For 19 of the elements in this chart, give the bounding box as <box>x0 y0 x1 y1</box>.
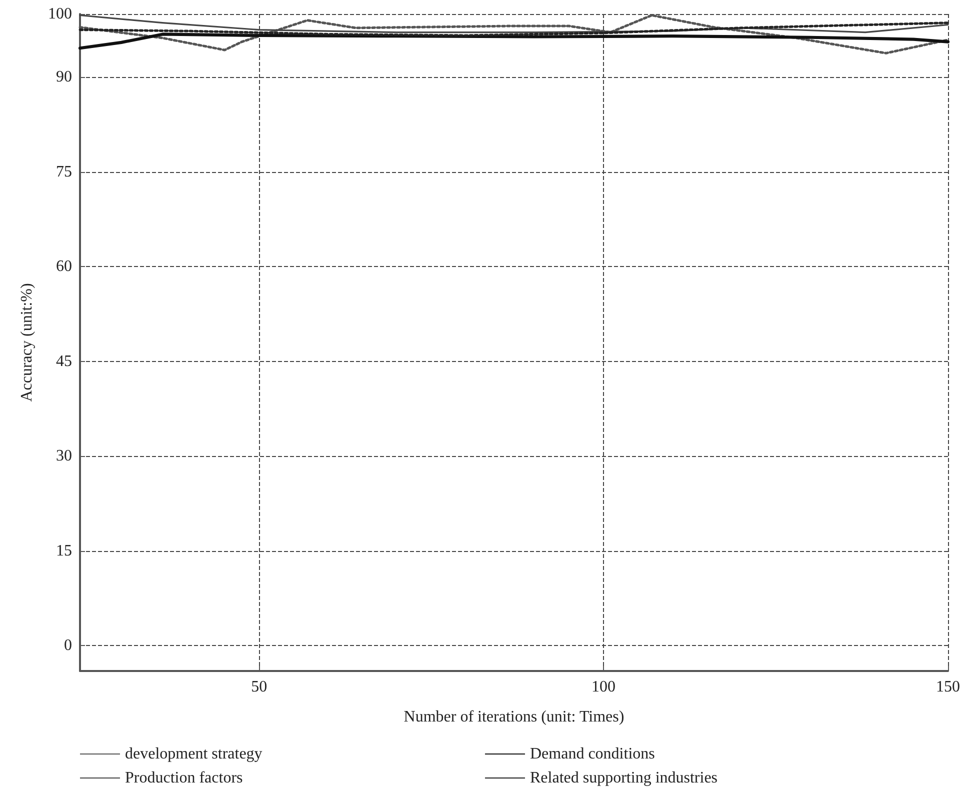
legend-label: Demand conditions <box>530 746 655 762</box>
y-tick-label: 75 <box>56 163 72 180</box>
line-series <box>78 22 950 37</box>
line-series <box>78 32 950 50</box>
x-axis-title: Number of iterations (unit: Times) <box>404 708 624 726</box>
legend-label: Production factors <box>125 770 243 786</box>
y-tick-label: 0 <box>64 637 72 654</box>
y-tick-label: 45 <box>56 352 72 370</box>
y-tick-label: 100 <box>48 6 72 22</box>
legend-label: Related supporting industries <box>530 770 718 786</box>
x-tick-label: 150 <box>936 678 960 696</box>
legend-label: development strategy <box>125 746 262 762</box>
x-tick-label: 50 <box>251 678 268 696</box>
y-tick-label: 30 <box>56 448 72 465</box>
y-axis-title: Accuracy (unit:%) <box>18 283 36 402</box>
y-tick-label: 90 <box>56 68 72 86</box>
y-tick-label: 60 <box>56 258 72 276</box>
y-tick-label: 15 <box>56 542 72 560</box>
x-tick-label: 100 <box>592 678 616 696</box>
